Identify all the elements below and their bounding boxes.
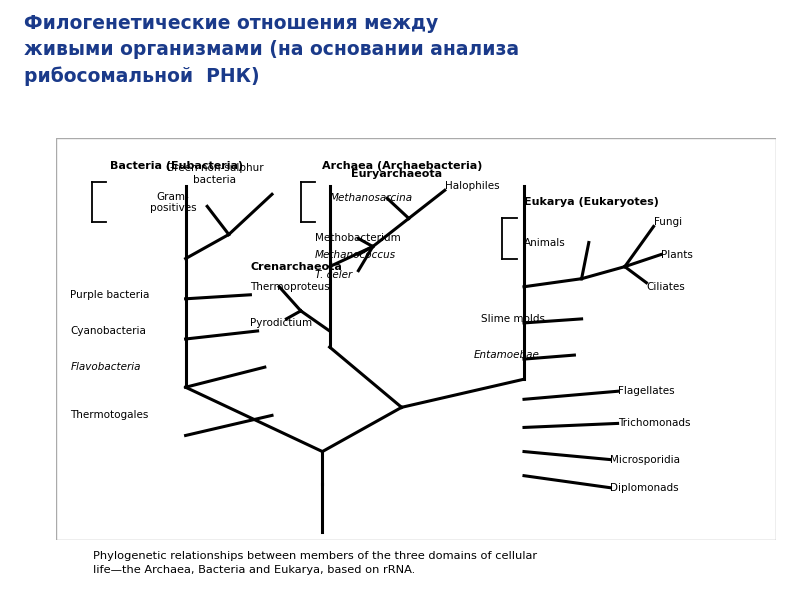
Text: Animals: Animals [524, 238, 566, 248]
Text: T. celer: T. celer [315, 269, 353, 280]
Text: Archaea (Archaebacteria): Archaea (Archaebacteria) [322, 161, 482, 171]
Text: Fungi: Fungi [654, 217, 682, 227]
Text: Entamoebae: Entamoebae [474, 350, 539, 360]
Text: Purple bacteria: Purple bacteria [70, 290, 150, 300]
Text: Slime molds: Slime molds [481, 314, 545, 324]
Text: Gram-
positives: Gram- positives [150, 191, 196, 213]
Text: Филогенетические отношения между
живыми организмами (на основании анализа
рибосо: Филогенетические отношения между живыми … [24, 14, 519, 86]
Text: Green non-sulphur
bacteria: Green non-sulphur bacteria [166, 163, 263, 185]
Text: Bacteria (Eubacteria): Bacteria (Eubacteria) [110, 161, 243, 171]
Text: Methanosarcina: Methanosarcina [330, 193, 413, 203]
Text: Pyrodictium: Pyrodictium [250, 318, 313, 328]
Text: Cyanobacteria: Cyanobacteria [70, 326, 146, 336]
Text: Plants: Plants [661, 250, 693, 260]
Text: Ciliates: Ciliates [646, 282, 685, 292]
Text: Thermotogales: Thermotogales [70, 410, 149, 421]
Text: Trichomonads: Trichomonads [618, 418, 690, 428]
Text: Crenarchaeota: Crenarchaeota [250, 262, 342, 272]
Text: Flagellates: Flagellates [618, 386, 674, 396]
Text: Euryarchaeota: Euryarchaeota [351, 169, 442, 179]
Text: Phylogenetic relationships between members of the three domains of cellular
life: Phylogenetic relationships between membe… [93, 551, 537, 575]
Text: Methobacterium: Methobacterium [315, 233, 401, 244]
Text: Halophiles: Halophiles [445, 181, 499, 191]
Text: Flavobacteria: Flavobacteria [70, 362, 141, 372]
Text: Thermoproteus: Thermoproteus [250, 282, 330, 292]
Text: Eukarya (Eukaryotes): Eukarya (Eukaryotes) [524, 197, 659, 208]
Text: Microsporidia: Microsporidia [610, 455, 680, 464]
Text: Methanococcus: Methanococcus [315, 250, 396, 260]
Text: Diplomonads: Diplomonads [610, 483, 679, 493]
